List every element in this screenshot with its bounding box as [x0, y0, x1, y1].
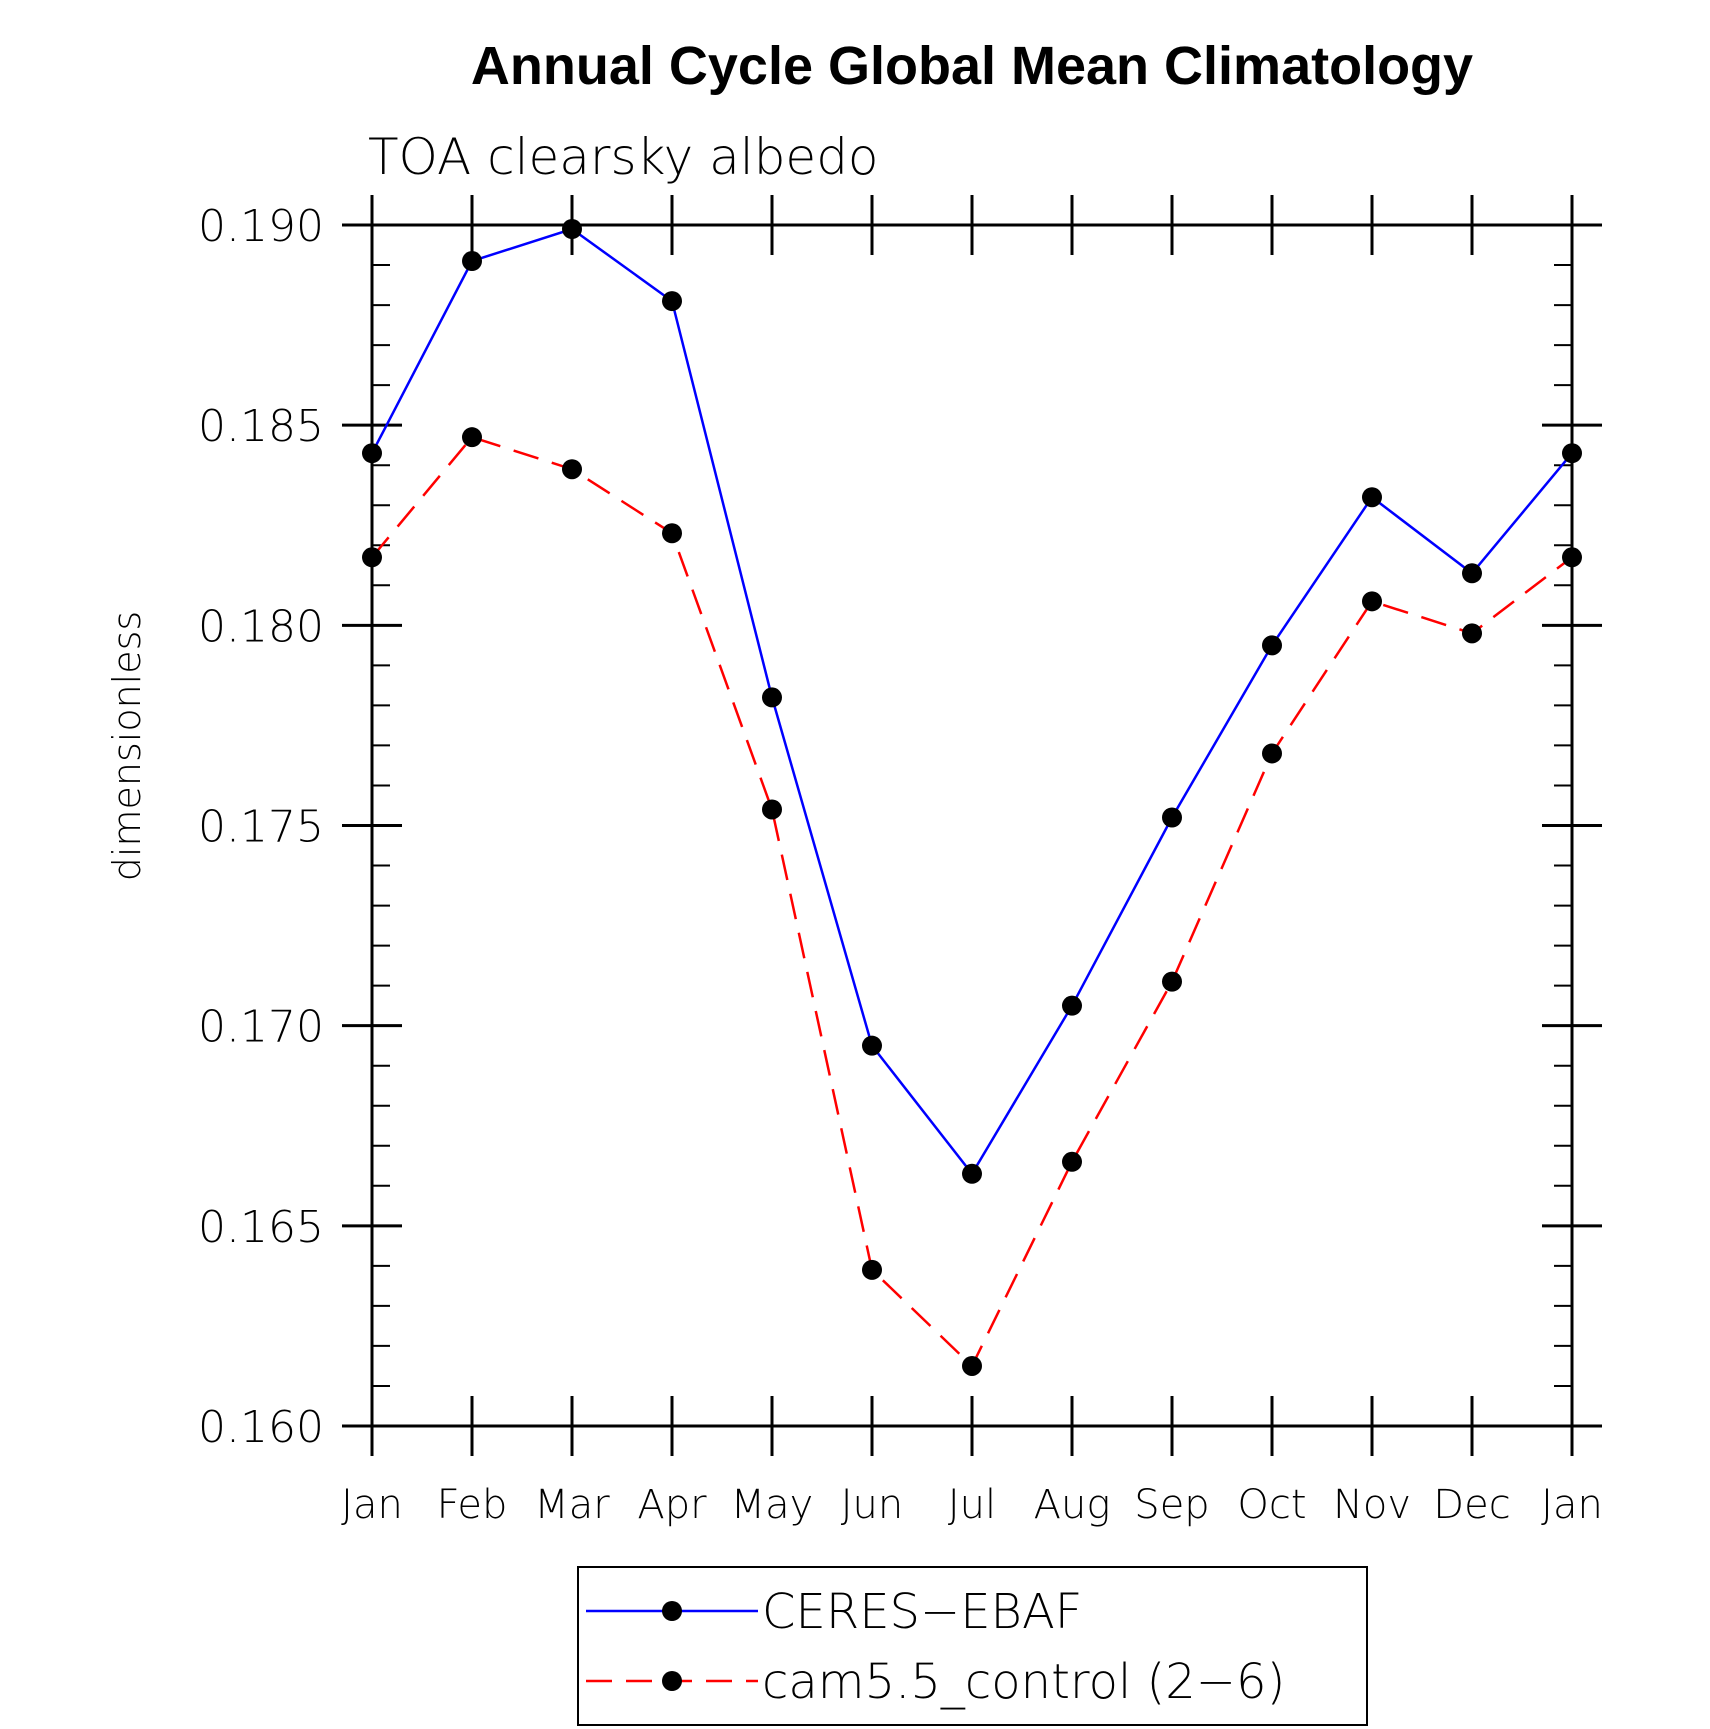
data-point-0 [1462, 563, 1482, 584]
x-tick-label: Jun [841, 1482, 904, 1528]
data-point-0 [1362, 487, 1382, 508]
data-point-1 [1062, 1151, 1082, 1172]
chart-title: Annual Cycle Global Mean Climatology [471, 36, 1473, 96]
data-point-0 [1162, 807, 1182, 828]
x-tick-label: Oct [1237, 1482, 1306, 1528]
y-tick-labels: 0.160 0.165 0.170 0.175 0.180 0.185 0.190 [198, 201, 324, 1453]
y-axis-label: dimensionless [105, 611, 149, 881]
plot-frame [370, 223, 1574, 1428]
x-tick-label: Jan [1541, 1482, 1603, 1528]
x-tick-label: Apr [637, 1482, 707, 1528]
y-tick-label: 0.190 [198, 201, 324, 252]
y-tick-label: 0.185 [198, 401, 324, 452]
data-point-1 [862, 1259, 882, 1280]
x-tick-label: Jan [341, 1482, 403, 1528]
data-point-1 [962, 1355, 982, 1376]
series-line-0 [370, 227, 1573, 1177]
data-point-1 [562, 459, 582, 480]
y-tick-label: 0.165 [198, 1202, 324, 1253]
axis-ticks [342, 195, 1602, 1456]
x-tick-label: Jul [948, 1482, 996, 1528]
y-tick-label: 0.180 [198, 601, 324, 652]
series-line-1 [371, 435, 1573, 1369]
x-tick-label: Sep [1134, 1482, 1209, 1528]
data-point-0 [1262, 635, 1282, 656]
data-point-0 [662, 291, 682, 312]
x-tick-label: Nov [1333, 1482, 1411, 1528]
data-point-0 [1562, 443, 1582, 464]
data-point-1 [1362, 591, 1382, 612]
data-point-1 [1562, 547, 1582, 568]
data-point-1 [1462, 623, 1482, 644]
data-point-1 [1162, 971, 1182, 992]
data-point-1 [762, 799, 782, 820]
data-point-1 [462, 427, 482, 448]
chart-subtitle: TOA clearsky albedo [368, 128, 879, 186]
data-point-1 [1262, 743, 1282, 764]
x-tick-label: Feb [437, 1482, 508, 1528]
legend [577, 1566, 1368, 1726]
y-tick-label: 0.160 [198, 1402, 324, 1453]
series-layer [362, 219, 1582, 1376]
x-tick-labels: Jan Feb Mar Apr May Jun Jul Aug Sep Oct Nov Dec Jan [341, 1482, 1603, 1528]
data-point-0 [462, 251, 482, 272]
x-tick-label: Aug [1034, 1482, 1111, 1528]
legend-label: cam5.5_control (2−6) [762, 1654, 1285, 1710]
data-point-0 [362, 443, 382, 464]
legend-marker [662, 1671, 682, 1691]
y-tick-label: 0.175 [198, 802, 324, 853]
x-tick-label: May [731, 1482, 814, 1528]
legend-label: CERES−EBAF [762, 1584, 1082, 1640]
y-tick-label: 0.170 [198, 1002, 324, 1053]
legend-marker [662, 1601, 682, 1621]
x-tick-label: Dec [1433, 1482, 1510, 1528]
data-point-1 [362, 547, 382, 568]
data-point-0 [562, 219, 582, 240]
x-tick-label: Mar [534, 1482, 610, 1528]
data-point-0 [1062, 995, 1082, 1016]
legend-entries: CERES−EBAF cam5.5_control (2−6) [586, 1584, 1285, 1710]
data-point-0 [762, 687, 782, 708]
data-point-0 [962, 1163, 982, 1184]
data-point-0 [862, 1035, 882, 1056]
data-point-1 [662, 523, 682, 544]
